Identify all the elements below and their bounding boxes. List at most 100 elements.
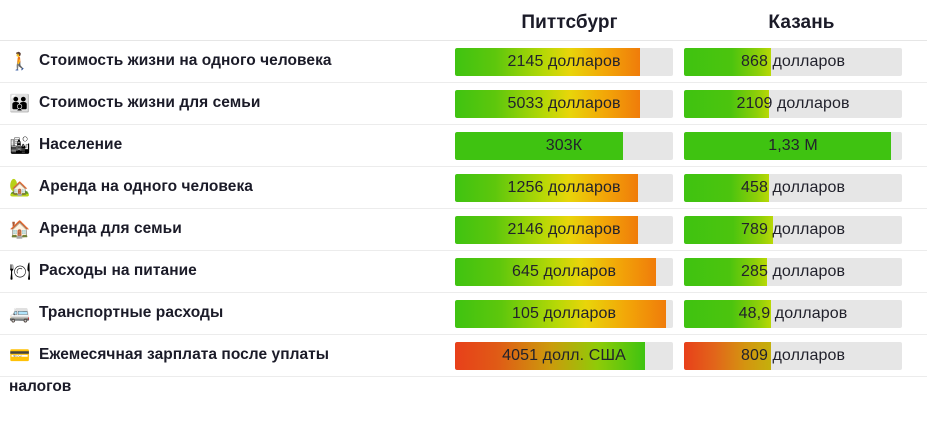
metric-label-cell: 🍽 Расходы на питание bbox=[0, 260, 455, 283]
bar-value-label: 5033 долларов bbox=[507, 94, 621, 112]
bar-track: 105 долларов bbox=[455, 299, 673, 328]
bar-cell-right: 48,9 долларов bbox=[684, 299, 927, 328]
bar-value-label: 2109 долларов bbox=[736, 94, 850, 112]
bar-value-label: 789 долларов bbox=[740, 220, 846, 238]
bar-value-label: 2145 долларов bbox=[507, 52, 621, 70]
minibus-icon: 🚐 bbox=[9, 304, 31, 324]
bar-fill bbox=[455, 257, 656, 286]
metric-label-cell: 🚐 Транспортные расходы bbox=[0, 302, 455, 325]
table-row: 🚐 Транспортные расходы 105 долларов 48,9 до… bbox=[0, 293, 927, 335]
metric-label-cell: 🏙 Население bbox=[0, 134, 455, 157]
bar-cell-right: 2109 долларов bbox=[684, 89, 927, 118]
bar-cell-right: 868 долларов bbox=[684, 47, 927, 76]
metric-label-cell: 💳 Ежемесячная зарплата после уплаты bbox=[0, 344, 455, 367]
bar-cell-left: 303К bbox=[455, 131, 684, 160]
header-city-pittsburgh: Питтсбург bbox=[521, 12, 618, 33]
table-row: 🍽 Расходы на питание 645 долларов 285 долла… bbox=[0, 251, 927, 293]
bar-track: 4051 долл. США bbox=[455, 341, 673, 370]
bar-fill bbox=[455, 131, 623, 160]
bar-value-label: 868 долларов bbox=[740, 52, 846, 70]
bar-fill bbox=[684, 131, 892, 160]
bar-track: 789 долларов bbox=[684, 215, 902, 244]
bar-cell-right: 458 долларов bbox=[684, 173, 927, 202]
metric-label: Аренда для семьи bbox=[39, 220, 182, 237]
metric-label-cell: 👪 Стоимость жизни для семьи bbox=[0, 92, 455, 115]
bar-value-label: 4051 долл. США bbox=[502, 346, 626, 364]
bar-value-label: 303К bbox=[545, 136, 583, 154]
bar-fill bbox=[684, 89, 770, 118]
bar-fill bbox=[455, 47, 641, 76]
bar-track: 2146 долларов bbox=[455, 215, 673, 244]
table-row: 🏠 Аренда для семьи 2146 долларов 789 доллар… bbox=[0, 209, 927, 251]
table-row: 🚶 Стоимость жизни на одного человека 2145 … bbox=[0, 41, 927, 83]
header-city-kazan: Казань bbox=[768, 12, 835, 33]
bar-value-label: 1,33 М bbox=[768, 136, 818, 154]
metric-label: Население bbox=[39, 136, 123, 153]
city-comparison-table: Питтсбург Казань 🚶 Стоимость жизни на одн… bbox=[0, 0, 927, 398]
bar-cell-left: 645 долларов bbox=[455, 257, 684, 286]
bar-track: 48,9 долларов bbox=[684, 299, 902, 328]
bar-fill bbox=[684, 215, 774, 244]
bar-track: 2145 долларов bbox=[455, 47, 673, 76]
metric-label: Стоимость жизни для семьи bbox=[39, 94, 261, 111]
bar-value-label: 809 долларов bbox=[740, 346, 846, 364]
bar-value-label: 645 долларов bbox=[511, 262, 617, 280]
house-with-garden-icon: 🏠 bbox=[9, 220, 31, 240]
family-icon: 👪 bbox=[9, 94, 31, 114]
metric-label: Расходы на питание bbox=[39, 262, 197, 279]
bar-fill bbox=[684, 173, 770, 202]
bar-fill bbox=[684, 257, 767, 286]
cityscape-icon: 🏙 bbox=[9, 136, 31, 156]
bar-track: 285 долларов bbox=[684, 257, 902, 286]
table-body: 🚶 Стоимость жизни на одного человека 2145 … bbox=[0, 41, 927, 398]
bar-track: 645 долларов bbox=[455, 257, 673, 286]
bar-cell-right: 285 долларов bbox=[684, 257, 927, 286]
bar-track: 809 долларов bbox=[684, 341, 902, 370]
bar-fill bbox=[684, 341, 772, 370]
bar-cell-left: 105 долларов bbox=[455, 299, 684, 328]
bar-fill bbox=[455, 299, 667, 328]
bar-cell-right: 809 долларов bbox=[684, 341, 927, 370]
table-header-row: Питтсбург Казань bbox=[0, 0, 927, 41]
bar-cell-right: 789 долларов bbox=[684, 215, 927, 244]
bar-track: 303К bbox=[455, 131, 673, 160]
plate-with-cutlery-icon: 🍽 bbox=[9, 262, 31, 282]
table-row: 👪 Стоимость жизни для семьи 5033 долларов 2… bbox=[0, 83, 927, 125]
metric-label-cell: 🏡 Аренда на одного человека bbox=[0, 176, 455, 199]
pedestrian-icon: 🚶 bbox=[9, 52, 31, 72]
metric-label-cell: 🏠 Аренда для семьи bbox=[0, 218, 455, 241]
bar-value-label: 48,9 долларов bbox=[738, 304, 848, 322]
metric-label: Транспортные расходы bbox=[39, 304, 224, 321]
bar-cell-left: 4051 долл. США bbox=[455, 341, 684, 370]
bar-track: 868 долларов bbox=[684, 47, 902, 76]
bar-cell-left: 5033 долларов bbox=[455, 89, 684, 118]
bar-cell-left: 2145 долларов bbox=[455, 47, 684, 76]
house-icon: 🏡 bbox=[9, 178, 31, 198]
bar-value-label: 458 долларов bbox=[740, 178, 846, 196]
bar-track: 5033 долларов bbox=[455, 89, 673, 118]
credit-card-icon: 💳 bbox=[9, 346, 31, 366]
bar-track: 2109 долларов bbox=[684, 89, 902, 118]
bar-fill bbox=[684, 47, 772, 76]
bar-fill bbox=[455, 173, 639, 202]
bar-fill bbox=[455, 215, 639, 244]
metric-label: Аренда на одного человека bbox=[39, 178, 253, 195]
bar-value-label: 285 долларов bbox=[740, 262, 846, 280]
bar-fill bbox=[684, 299, 772, 328]
bar-cell-right: 1,33 М bbox=[684, 131, 927, 160]
metric-label-overflow: налогов bbox=[9, 378, 72, 395]
bar-value-label: 2146 долларов bbox=[507, 220, 621, 238]
bar-track: 1,33 М bbox=[684, 131, 902, 160]
table-row: 🏙 Население 303К 1,33 М bbox=[0, 125, 927, 167]
bar-cell-left: 2146 долларов bbox=[455, 215, 684, 244]
table-row: 🏡 Аренда на одного человека 1256 долларов 4… bbox=[0, 167, 927, 209]
bar-track: 458 долларов bbox=[684, 173, 902, 202]
bar-cell-left: 1256 долларов bbox=[455, 173, 684, 202]
metric-label-cell: 🚶 Стоимость жизни на одного человека bbox=[0, 50, 455, 73]
bar-fill bbox=[455, 341, 645, 370]
bar-value-label: 105 долларов bbox=[511, 304, 617, 322]
metric-label: Стоимость жизни на одного человека bbox=[39, 52, 332, 69]
bar-fill bbox=[455, 89, 641, 118]
bar-track: 1256 долларов bbox=[455, 173, 673, 202]
table-row: 💳 Ежемесячная зарплата после уплаты 4051 д… bbox=[0, 335, 927, 377]
